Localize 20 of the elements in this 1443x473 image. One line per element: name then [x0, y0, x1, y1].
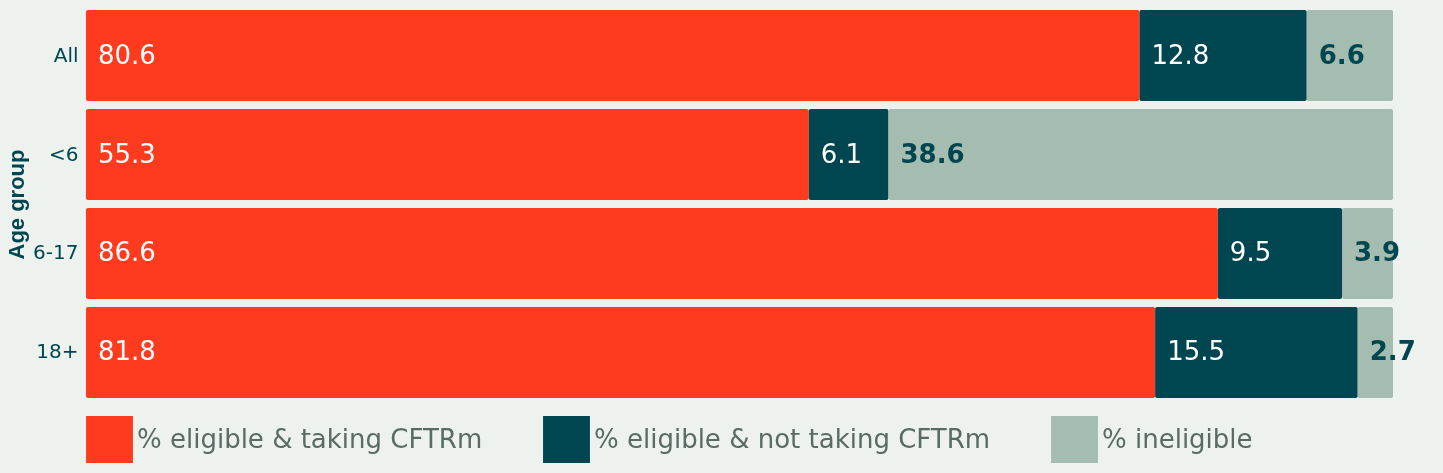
- data-label: 81.8: [98, 336, 156, 367]
- data-label: 38.6: [900, 138, 965, 169]
- data-label: 6.6: [1318, 39, 1365, 70]
- data-label: 3.9: [1354, 237, 1401, 268]
- legend-label: % eligible & not taking CFTRm: [594, 423, 991, 454]
- legend-label: % ineligible: [1102, 423, 1253, 454]
- data-label: 9.5: [1229, 237, 1272, 268]
- data-label: 6.1: [820, 138, 863, 169]
- legend-label: % eligible & taking CFTRm: [137, 423, 483, 454]
- data-label: 2.7: [1369, 336, 1416, 367]
- y-tick-label: 18+: [36, 339, 79, 364]
- y-tick-label: <6: [49, 141, 79, 166]
- y-tick-label: All: [53, 42, 79, 67]
- y-axis-title: Age group: [4, 149, 30, 260]
- data-label: 55.3: [98, 138, 156, 169]
- y-tick-label: 6-17: [33, 240, 79, 265]
- data-label: 15.5: [1167, 336, 1226, 367]
- data-label: 12.8: [1151, 39, 1210, 70]
- data-label: 86.6: [98, 237, 156, 268]
- data-label: 80.6: [98, 39, 156, 70]
